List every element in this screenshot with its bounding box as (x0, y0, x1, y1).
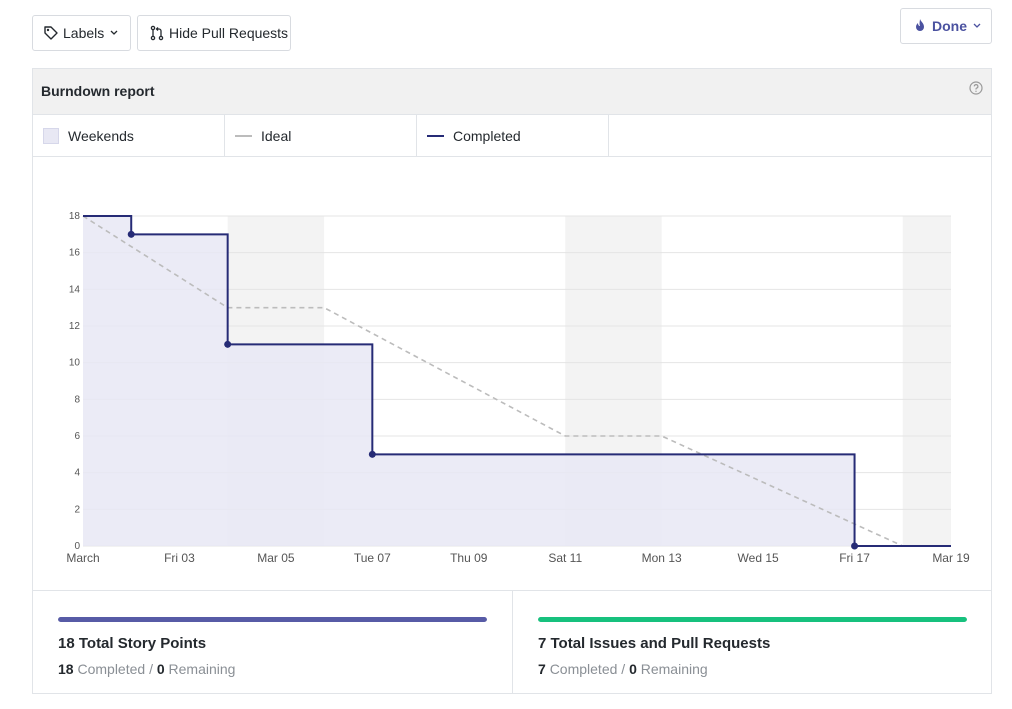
weekend-band (902, 216, 951, 546)
labels-button-label: Labels (63, 25, 105, 41)
x-tick-label: Wed 15 (738, 551, 779, 565)
completed-point (368, 450, 376, 458)
completed-point (851, 542, 859, 550)
done-pipeline-button[interactable]: Done (900, 8, 992, 44)
y-tick-label: 2 (74, 504, 80, 515)
issues-completed-label: Completed (549, 661, 618, 677)
panel-header: Burndown report (33, 69, 991, 115)
x-tick-label: March (66, 551, 99, 565)
issues-progress-bar (538, 617, 967, 622)
story-points-title: 18 Total Story Points (58, 635, 207, 652)
chart-legend: Weekends Ideal Completed (33, 115, 991, 157)
ideal-swatch (235, 134, 252, 137)
completed-point (127, 230, 135, 238)
y-tick-label: 0 (74, 541, 80, 552)
y-tick-label: 18 (69, 211, 81, 222)
tag-icon (43, 25, 59, 41)
story-points-completed-count: 18 (58, 661, 74, 677)
flame-icon (912, 18, 928, 34)
legend-item-ideal[interactable]: Ideal (225, 115, 417, 156)
legend-item-completed[interactable]: Completed (417, 115, 609, 156)
weekends-swatch (43, 127, 59, 144)
legend-weekends-label: Weekends (68, 127, 134, 144)
y-tick-label: 10 (69, 358, 81, 369)
x-tick-label: Sat 11 (548, 551, 582, 565)
issues-separator: / (621, 661, 626, 677)
issues-progress-fill (538, 617, 967, 622)
story-points-separator: / (149, 661, 153, 677)
x-tick-label: Mar 19 (932, 551, 970, 565)
y-tick-label: 14 (69, 284, 81, 295)
y-tick-label: 4 (74, 468, 80, 479)
issues-remaining-label: Remaining (640, 661, 708, 677)
issues-stat: 7 Total Issues and Pull Requests 7 Compl… (513, 591, 991, 694)
done-button-label: Done (932, 18, 967, 34)
help-icon[interactable] (969, 81, 983, 100)
burndown-chart: 0 2 4 6 8 10 12 14 16 18 March Fri 03 Mar 05 Tue 07 Th… (66, 211, 970, 565)
x-tick-label: Fri 03 (164, 551, 195, 565)
y-tick-label: 6 (74, 431, 80, 442)
y-tick-label: 8 (74, 394, 80, 405)
story-points-remaining-label: Remaining (168, 661, 236, 677)
labels-button[interactable]: Labels (32, 15, 131, 51)
completed-line (83, 215, 951, 547)
x-tick-label: Mon 13 (642, 551, 682, 565)
legend-completed-label: Completed (453, 127, 521, 144)
issues-title: 7 Total Issues and Pull Requests (538, 635, 771, 652)
story-points-completed-label: Completed (77, 661, 146, 677)
completed-area (83, 216, 951, 546)
legend-item-weekends[interactable]: Weekends (33, 115, 225, 156)
story-points-summary: 18 Completed / 0 Remaining (58, 661, 235, 677)
x-tick-label: Mar 05 (257, 551, 295, 565)
issues-remaining-count: 0 (629, 661, 637, 677)
burndown-panel: Burndown report Weekends Ideal Completed… (32, 68, 992, 694)
x-tick-label: Tue 07 (354, 551, 391, 565)
y-tick-label: 12 (69, 321, 81, 332)
pull-request-icon (149, 25, 165, 41)
x-tick-label: Fri 17 (839, 551, 870, 565)
completed-swatch (427, 134, 444, 137)
story-points-progress-fill (58, 617, 487, 622)
x-tick-label: Thu 09 (450, 551, 488, 565)
chevron-down-icon (973, 23, 981, 29)
issues-summary: 7 Completed / 0 Remaining (538, 661, 708, 677)
story-points-remaining-count: 0 (156, 661, 165, 677)
stats-row: 18 Total Story Points 18 Completed / 0 R… (33, 590, 991, 694)
hide-pull-requests-label: Hide Pull Requests (169, 25, 289, 41)
y-tick-label: 16 (69, 248, 81, 259)
chevron-down-icon (110, 30, 118, 36)
panel-title: Burndown report (41, 83, 155, 99)
completed-point (224, 340, 232, 348)
issues-completed-count: 7 (538, 661, 546, 677)
story-points-stat: 18 Total Story Points 18 Completed / 0 R… (33, 591, 513, 694)
legend-ideal-label: Ideal (261, 127, 292, 144)
story-points-progress-bar (58, 617, 487, 622)
hide-pull-requests-button[interactable]: Hide Pull Requests (137, 15, 291, 51)
